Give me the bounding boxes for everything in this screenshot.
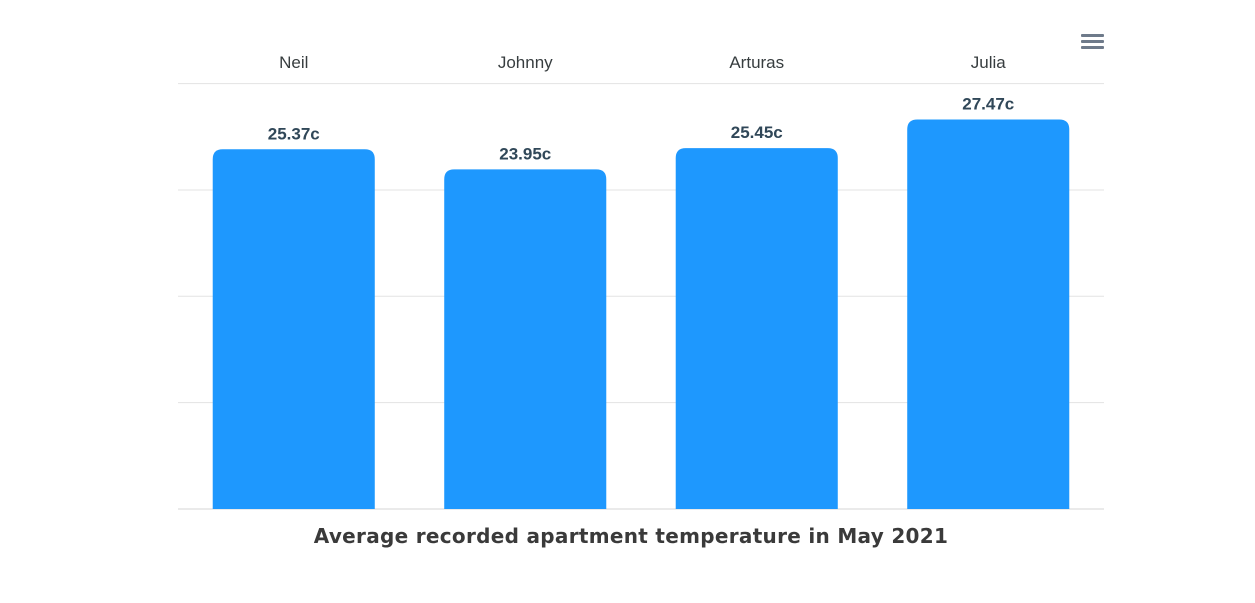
bar-arturas[interactable]: [675, 148, 838, 509]
data-label: 23.95c: [499, 144, 551, 163]
category-label: Neil: [279, 53, 308, 72]
bar-johnny[interactable]: [444, 169, 607, 509]
data-label: 25.37c: [268, 124, 320, 143]
category-label: Julia: [971, 53, 1007, 72]
hamburger-menu-icon[interactable]: [1076, 28, 1108, 56]
bar-neil[interactable]: [212, 149, 375, 509]
category-label: Johnny: [498, 53, 553, 72]
data-label: 27.47c: [962, 94, 1014, 113]
bar-julia[interactable]: [907, 119, 1070, 509]
category-label: Arturas: [729, 53, 784, 72]
data-label: 25.45c: [731, 123, 783, 142]
chart-title: Average recorded apartment temperature i…: [313, 524, 949, 548]
